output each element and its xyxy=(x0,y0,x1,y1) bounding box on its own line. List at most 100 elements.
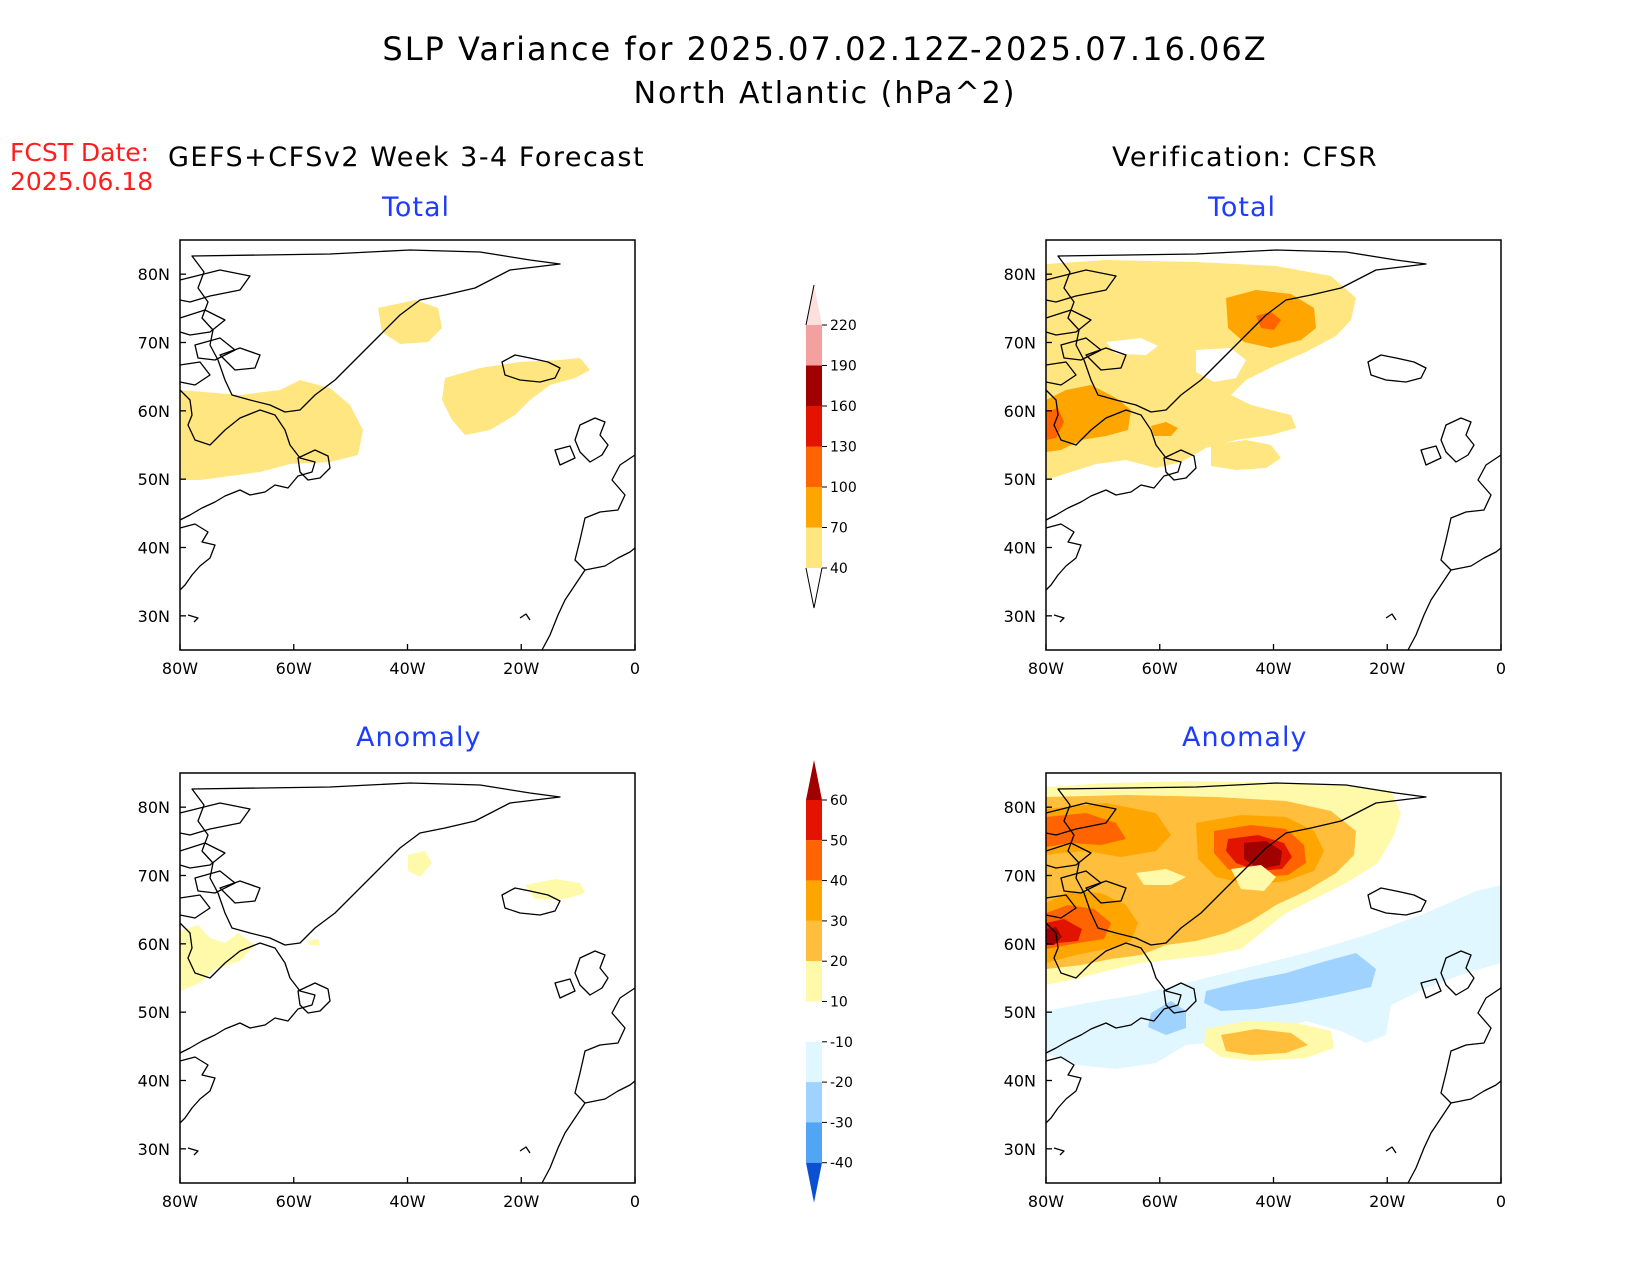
lon-tick-label: 60W xyxy=(1142,659,1178,678)
shading-verification-total xyxy=(1046,260,1356,480)
colorbar-max-triangle xyxy=(806,285,822,325)
lon-tick-label: 60W xyxy=(1142,1192,1178,1211)
contour-area xyxy=(408,851,432,877)
colorbar-label: 100 xyxy=(830,480,857,496)
colorbar-swatch xyxy=(806,880,822,921)
colorbar-label: 40 xyxy=(830,874,848,890)
lat-tick-label: 30N xyxy=(138,1140,170,1159)
colorbar-label: -20 xyxy=(830,1075,853,1091)
lon-tick-label: 40W xyxy=(389,659,425,678)
colorbar-label: -40 xyxy=(830,1156,853,1172)
contour-area xyxy=(1211,440,1281,470)
colorbar-min-triangle xyxy=(805,567,823,609)
colorbar-label: 50 xyxy=(830,833,848,849)
contour-area xyxy=(180,380,363,480)
lat-tick-label: 50N xyxy=(1004,1003,1036,1022)
main-title: SLP Variance for 2025.07.02.12Z-2025.07.… xyxy=(382,30,1268,68)
lat-tick-label: 70N xyxy=(1004,334,1036,353)
colorbar-total: 40 70 100 130 160 190 220 xyxy=(805,284,857,609)
lat-tick-label: 80N xyxy=(138,265,170,284)
lon-tick-label: 0 xyxy=(630,659,640,678)
fcst-label: FCST Date: xyxy=(10,138,150,167)
colorbar-swatch xyxy=(806,800,822,841)
lat-tick-label: 50N xyxy=(138,470,170,489)
lat-tick-label: 40N xyxy=(138,539,170,558)
lon-tick-label: 60W xyxy=(276,659,312,678)
colorbar-swatch xyxy=(806,920,822,962)
lat-tick-label: 80N xyxy=(1004,265,1036,284)
contour-area xyxy=(1148,1001,1186,1035)
colorbar-swatch xyxy=(806,1041,822,1083)
lat-tick-label: 60N xyxy=(138,402,170,421)
colorbar-swatch xyxy=(806,325,822,366)
lon-tick-label: 60W xyxy=(276,1192,312,1211)
colorbar-anomaly: 60 50 40 30 20 10 -10 -20 -30 -40 xyxy=(806,760,853,1203)
colorbar-swatch xyxy=(806,1122,822,1163)
shading-verification-anomaly xyxy=(1046,781,1501,1069)
lon-tick-label: 20W xyxy=(503,1192,539,1211)
left-column-title: GEFS+CFSv2 Week 3-4 Forecast xyxy=(168,142,646,173)
bottom-right-panel-title: Anomaly xyxy=(1182,722,1308,753)
map-axes: 80W 60W 40W 20W 0 80N 70N 60N 50N 40N 30N 80W 60W 40W… xyxy=(138,265,1506,1211)
lat-tick-label: 80N xyxy=(138,798,170,817)
lon-tick-label: 80W xyxy=(1028,1192,1064,1211)
top-right-panel-title: Total xyxy=(1208,192,1277,223)
lat-tick-label: 60N xyxy=(1004,935,1036,954)
lat-tick-label: 60N xyxy=(138,935,170,954)
contour-gap xyxy=(1136,869,1186,885)
lat-tick-label: 60N xyxy=(1004,402,1036,421)
lon-tick-label: 20W xyxy=(1369,1192,1405,1211)
colorbar-swatch xyxy=(806,406,822,447)
lat-tick-label: 30N xyxy=(1004,1140,1036,1159)
lon-tick-label: 40W xyxy=(389,1192,425,1211)
lat-tick-label: 30N xyxy=(1004,607,1036,626)
contour-area xyxy=(1046,927,1062,945)
contour-area xyxy=(1256,312,1281,330)
colorbar-swatch xyxy=(806,365,822,406)
colorbar-swatch xyxy=(806,840,822,881)
colorbar-label: 60 xyxy=(830,793,848,809)
main-subtitle: North Atlantic (hPa^2) xyxy=(633,76,1017,111)
contour-area xyxy=(525,879,585,899)
colorbar-label: 30 xyxy=(830,914,848,930)
colorbar-swatch xyxy=(806,1082,822,1123)
colorbar-swatch xyxy=(806,446,822,487)
top-left-panel-title: Total xyxy=(382,192,451,223)
map-panel-verification-anomaly xyxy=(1045,772,1502,1184)
colorbar-min-triangle xyxy=(806,1162,822,1203)
lat-tick-label: 50N xyxy=(1004,470,1036,489)
contour-area xyxy=(442,358,590,435)
lat-tick-label: 80N xyxy=(1004,798,1036,817)
bottom-left-panel-title: Anomaly xyxy=(356,722,482,753)
contour-area xyxy=(1244,841,1282,869)
colorbar-label: -10 xyxy=(830,1035,853,1051)
lon-tick-label: 20W xyxy=(1369,659,1405,678)
lat-tick-label: 40N xyxy=(1004,539,1036,558)
lon-tick-label: 0 xyxy=(630,1192,640,1211)
lat-tick-label: 40N xyxy=(138,1072,170,1091)
right-column-title: Verification: CFSR xyxy=(1112,142,1379,173)
lat-tick-label: 50N xyxy=(138,1003,170,1022)
lon-tick-label: 40W xyxy=(1255,1192,1291,1211)
colorbar-label: 20 xyxy=(830,954,848,970)
colorbar-label: 160 xyxy=(830,399,857,415)
colorbar-label: 190 xyxy=(830,359,857,375)
colorbar-label: 70 xyxy=(830,521,848,537)
lat-tick-label: 70N xyxy=(138,334,170,353)
lat-tick-label: 40N xyxy=(1004,1072,1036,1091)
contour-gap xyxy=(1106,338,1158,355)
colorbar-swatch xyxy=(806,527,822,568)
contour-area xyxy=(1221,1029,1308,1055)
colorbar-swatch xyxy=(806,1001,822,1042)
colorbar-label: 130 xyxy=(830,440,857,456)
map-panel-forecast-total xyxy=(179,239,636,651)
lon-tick-label: 0 xyxy=(1496,1192,1506,1211)
colorbar-label: 10 xyxy=(830,995,848,1011)
contour-area xyxy=(1046,385,1131,452)
lat-tick-label: 70N xyxy=(138,867,170,886)
colorbar-label: 220 xyxy=(830,318,857,334)
contour-gap xyxy=(1226,891,1244,919)
lat-tick-label: 30N xyxy=(138,607,170,626)
colorbar-max-triangle xyxy=(806,760,822,800)
